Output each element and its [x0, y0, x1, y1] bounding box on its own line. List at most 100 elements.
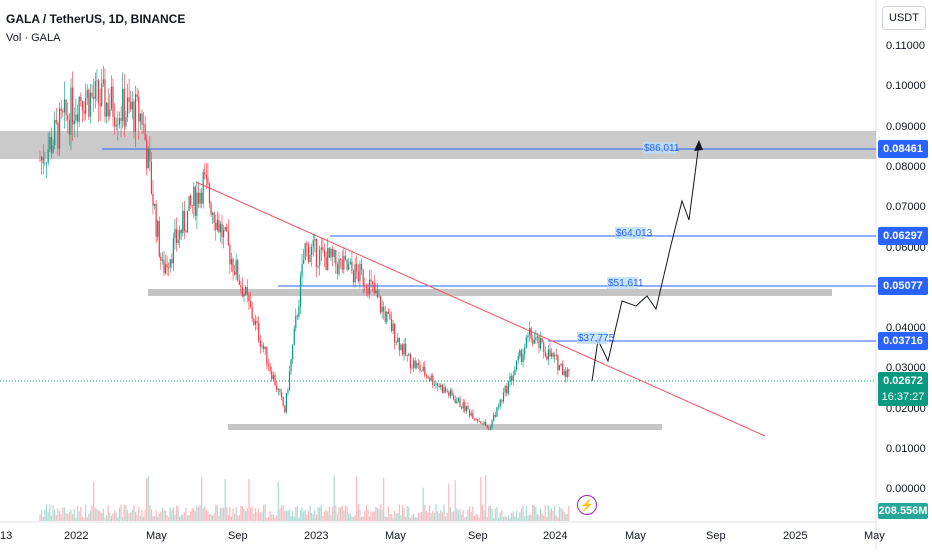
volume-bar — [196, 505, 198, 521]
target-label-3[interactable]: $64,013 — [616, 228, 653, 239]
volume-bar — [330, 515, 332, 521]
currency-unit-button[interactable]: USDT — [882, 6, 926, 30]
volume-bar — [449, 507, 451, 521]
candle-body — [348, 264, 350, 270]
resistance-zone[interactable] — [0, 131, 876, 159]
support-zone-mid[interactable] — [148, 289, 832, 296]
candle-body — [172, 237, 174, 264]
candle-body — [262, 345, 265, 350]
volume-bar — [136, 514, 138, 521]
volume-bar — [486, 517, 488, 521]
volume-bar — [280, 505, 283, 521]
descending-trendline[interactable] — [195, 181, 766, 437]
volume-bar — [478, 517, 480, 521]
price-tick: 0.02000 — [886, 403, 926, 415]
support-zone-low[interactable] — [228, 424, 662, 430]
candle-body — [183, 210, 185, 231]
candle-body — [472, 413, 474, 419]
volume-bar — [237, 515, 239, 521]
level-price-tag-4[interactable]: 0.03716 — [878, 332, 928, 350]
candle-body — [336, 264, 339, 274]
volume-value-tag[interactable]: 208.556M — [878, 503, 928, 519]
volume-bar — [312, 514, 314, 521]
candle-body — [451, 390, 453, 396]
level-price-tag-2[interactable]: 0.06297 — [878, 227, 928, 245]
candle-body — [456, 401, 458, 404]
candle-body — [461, 406, 463, 409]
candle-body — [375, 290, 377, 293]
target-label-2[interactable]: $51,611 — [608, 278, 644, 289]
time-tick: 2023 — [304, 530, 329, 542]
candle-body — [146, 140, 148, 169]
volume-bar — [303, 511, 305, 521]
volume-bar — [430, 513, 432, 521]
candle-body — [307, 244, 310, 262]
volume-bar — [190, 511, 192, 521]
candle-body — [107, 102, 109, 117]
volume-bar — [530, 514, 532, 521]
candle-body — [101, 83, 103, 107]
volume-bar — [122, 516, 124, 521]
target-label-4[interactable]: $86,011 — [644, 143, 680, 154]
volume-bar — [109, 513, 111, 521]
volume-bar — [328, 506, 330, 521]
price-tick: 0.01000 — [886, 443, 926, 455]
volume-bar — [76, 506, 79, 521]
volume-bar — [499, 512, 501, 521]
candle-body — [237, 260, 239, 281]
candle-body — [105, 102, 108, 117]
volume-bar — [249, 507, 252, 521]
target-label-1[interactable]: $37,775 — [578, 333, 615, 344]
level-price-tag-1[interactable]: 0.08461 — [878, 140, 928, 158]
candle-body — [47, 149, 49, 163]
lightning-bolt-icon[interactable]: ⚡ — [577, 495, 597, 515]
projection-path[interactable] — [591, 142, 700, 382]
candle-body — [524, 347, 526, 355]
level-price-tag-3[interactable]: 0.05077 — [878, 277, 928, 295]
volume-bar — [141, 510, 143, 521]
candle-body — [538, 336, 540, 349]
volume-bar — [142, 516, 145, 521]
volume-bar — [344, 505, 347, 521]
candle-body — [85, 98, 87, 114]
volume-bar — [413, 513, 415, 521]
volume-bar — [364, 511, 366, 521]
volume-bar — [157, 516, 159, 521]
candle-body — [304, 243, 306, 261]
candle-body — [470, 413, 472, 416]
candle-body — [213, 212, 215, 223]
candle-body — [188, 195, 190, 211]
volume-indicator-title[interactable]: Vol · GALA — [6, 32, 61, 44]
volume-bar — [489, 505, 492, 521]
volume-bar — [532, 504, 534, 521]
volume-bar — [454, 479, 456, 521]
symbol-title[interactable]: GALA / TetherUS, 1D, BINANCE — [6, 12, 186, 26]
volume-bar — [392, 517, 394, 521]
volume-bar — [264, 504, 266, 521]
candle-body — [501, 399, 503, 402]
candle-body — [54, 119, 56, 146]
candle-body — [449, 390, 451, 396]
volume-bar — [488, 505, 490, 521]
candle-body — [109, 109, 111, 117]
volume-bar — [544, 505, 546, 521]
candle-body — [117, 124, 119, 126]
volume-bar — [139, 515, 141, 521]
candle-body — [63, 99, 66, 113]
volume-bar — [93, 481, 95, 521]
volume-bar — [515, 510, 518, 521]
candle-body — [356, 263, 358, 272]
target-label-4-bg — [643, 142, 676, 154]
volume-bar — [284, 510, 286, 521]
candle-body — [306, 243, 308, 245]
current-price-tag[interactable]: 0.02672 16:37:27 — [878, 372, 928, 406]
candle-body — [72, 87, 74, 125]
time-tick: 2025 — [783, 530, 808, 542]
volume-bar — [99, 510, 101, 521]
candle-body — [201, 192, 203, 204]
volume-bar — [182, 514, 184, 521]
candle-body — [274, 375, 276, 386]
candle-body — [96, 80, 98, 82]
